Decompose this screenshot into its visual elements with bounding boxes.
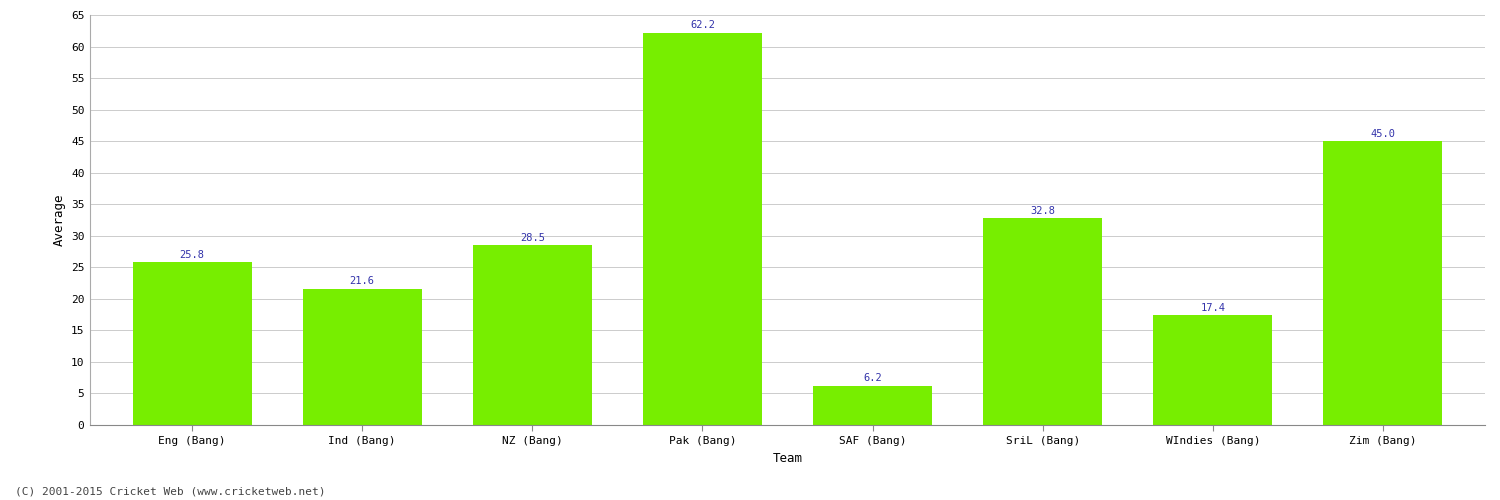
Bar (1154, 315, 1272, 425)
Text: 32.8: 32.8 (1030, 206, 1054, 216)
Bar (813, 386, 932, 425)
Text: 28.5: 28.5 (520, 232, 544, 242)
Text: (C) 2001-2015 Cricket Web (www.cricketweb.net): (C) 2001-2015 Cricket Web (www.cricketwe… (15, 487, 326, 497)
X-axis label: Team: Team (772, 452, 802, 464)
Text: 17.4: 17.4 (1200, 302, 1225, 312)
Bar (303, 289, 422, 425)
Bar (472, 245, 592, 425)
Text: 45.0: 45.0 (1371, 128, 1395, 138)
Bar (1323, 141, 1443, 425)
Text: 25.8: 25.8 (180, 250, 204, 260)
Text: 6.2: 6.2 (862, 374, 882, 384)
Bar (132, 262, 252, 425)
Text: 62.2: 62.2 (690, 20, 715, 30)
Bar (644, 32, 762, 425)
Bar (982, 218, 1102, 425)
Text: 21.6: 21.6 (350, 276, 375, 286)
Y-axis label: Average: Average (53, 194, 66, 246)
